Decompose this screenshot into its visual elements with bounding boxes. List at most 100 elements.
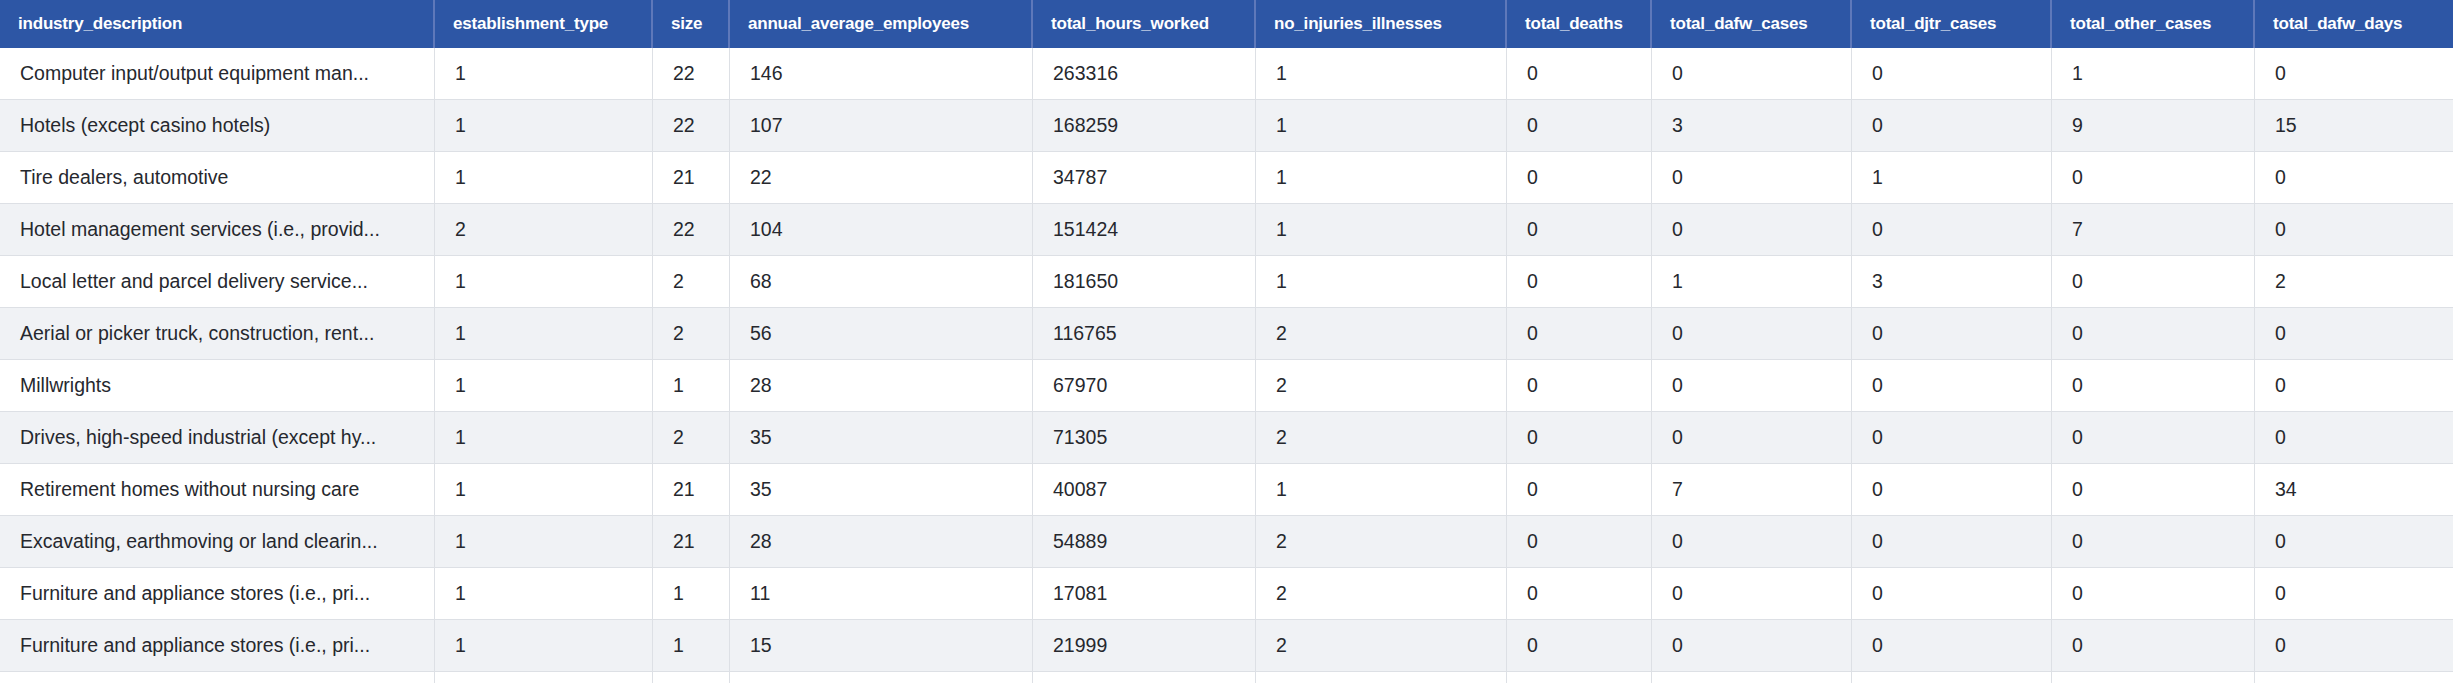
cell-total_deaths: 0 — [1507, 568, 1652, 620]
cell-total_hours_worked: 17081 — [1033, 568, 1256, 620]
column-header-total_deaths[interactable]: total_deaths — [1507, 0, 1652, 48]
cell-total_deaths: 0 — [1507, 152, 1652, 204]
cell-total_djtr_cases: 0 — [1852, 100, 2052, 152]
cell-total_dafw_cases: 0 — [1652, 620, 1852, 672]
cell-industry_description: Millwrights — [0, 360, 435, 412]
cell-total_dafw_cases: 0 — [1652, 568, 1852, 620]
cell-total_other_cases: 1 — [2052, 48, 2255, 100]
cell-total_dafw_cases: 7 — [1652, 464, 1852, 516]
header-row: industry_descriptionestablishment_typesi… — [0, 0, 2453, 48]
cell-industry_description: Furniture and appliance stores (i.e., pr… — [0, 568, 435, 620]
column-header-total_dafw_days[interactable]: total_dafw_days — [2255, 0, 2453, 48]
cell-empty — [730, 672, 1033, 683]
cell-industry_description: Drives, high-speed industrial (except hy… — [0, 412, 435, 464]
cell-total_deaths: 0 — [1507, 412, 1652, 464]
cell-establishment_type: 2 — [435, 204, 653, 256]
cell-no_injuries_illnesses: 2 — [1256, 516, 1507, 568]
cell-total_dafw_days: 0 — [2255, 308, 2453, 360]
cell-total_djtr_cases: 0 — [1852, 360, 2052, 412]
table-row: Local letter and parcel delivery service… — [0, 256, 2453, 308]
cell-empty — [0, 672, 435, 683]
cell-size: 2 — [653, 308, 730, 360]
cell-annual_average_employees: 11 — [730, 568, 1033, 620]
cell-annual_average_employees: 35 — [730, 412, 1033, 464]
cell-industry_description: Aerial or picker truck, construction, re… — [0, 308, 435, 360]
cell-total_hours_worked: 151424 — [1033, 204, 1256, 256]
cell-total_other_cases: 7 — [2052, 204, 2255, 256]
cell-total_djtr_cases: 0 — [1852, 516, 2052, 568]
cell-no_injuries_illnesses: 2 — [1256, 360, 1507, 412]
cell-size: 21 — [653, 516, 730, 568]
cell-no_injuries_illnesses: 1 — [1256, 48, 1507, 100]
cell-total_dafw_cases: 0 — [1652, 152, 1852, 204]
cell-annual_average_employees: 104 — [730, 204, 1033, 256]
cell-industry_description: Tire dealers, automotive — [0, 152, 435, 204]
column-header-size[interactable]: size — [653, 0, 730, 48]
cell-total_hours_worked: 168259 — [1033, 100, 1256, 152]
cell-total_hours_worked: 71305 — [1033, 412, 1256, 464]
column-header-industry_description[interactable]: industry_description — [0, 0, 435, 48]
cell-total_deaths: 0 — [1507, 204, 1652, 256]
cell-total_dafw_days: 0 — [2255, 412, 2453, 464]
column-header-total_dafw_cases[interactable]: total_dafw_cases — [1652, 0, 1852, 48]
table-row: Retirement homes without nursing care121… — [0, 464, 2453, 516]
table-row: Aerial or picker truck, construction, re… — [0, 308, 2453, 360]
injury-data-table: industry_descriptionestablishment_typesi… — [0, 0, 2453, 683]
cell-size: 1 — [653, 568, 730, 620]
cell-empty — [653, 672, 730, 683]
cell-total_hours_worked: 34787 — [1033, 152, 1256, 204]
cell-annual_average_employees: 35 — [730, 464, 1033, 516]
column-header-total_hours_worked[interactable]: total_hours_worked — [1033, 0, 1256, 48]
table-row: Excavating, earthmoving or land clearin.… — [0, 516, 2453, 568]
cell-total_djtr_cases: 0 — [1852, 308, 2052, 360]
cell-industry_description: Computer input/output equipment man... — [0, 48, 435, 100]
cell-empty — [1033, 672, 1256, 683]
column-header-annual_average_employees[interactable]: annual_average_employees — [730, 0, 1033, 48]
cell-total_other_cases: 0 — [2052, 516, 2255, 568]
column-header-no_injuries_illnesses[interactable]: no_injuries_illnesses — [1256, 0, 1507, 48]
cell-total_djtr_cases: 0 — [1852, 568, 2052, 620]
cell-total_hours_worked: 67970 — [1033, 360, 1256, 412]
cell-establishment_type: 1 — [435, 360, 653, 412]
cell-total_dafw_days: 0 — [2255, 360, 2453, 412]
cell-total_other_cases: 0 — [2052, 464, 2255, 516]
column-header-establishment_type[interactable]: establishment_type — [435, 0, 653, 48]
data-table-viewport[interactable]: industry_descriptionestablishment_typesi… — [0, 0, 2453, 683]
cell-no_injuries_illnesses: 1 — [1256, 256, 1507, 308]
cell-establishment_type: 1 — [435, 620, 653, 672]
column-header-total_other_cases[interactable]: total_other_cases — [2052, 0, 2255, 48]
cell-empty — [1652, 672, 1852, 683]
cell-total_dafw_days: 2 — [2255, 256, 2453, 308]
cell-size: 22 — [653, 100, 730, 152]
cell-total_deaths: 0 — [1507, 516, 1652, 568]
cell-establishment_type: 1 — [435, 48, 653, 100]
cell-establishment_type: 1 — [435, 308, 653, 360]
table-row: Drives, high-speed industrial (except hy… — [0, 412, 2453, 464]
cell-industry_description: Excavating, earthmoving or land clearin.… — [0, 516, 435, 568]
cell-total_djtr_cases: 0 — [1852, 412, 2052, 464]
cell-annual_average_employees: 28 — [730, 516, 1033, 568]
table-row: Millwrights112867970200000 — [0, 360, 2453, 412]
table-row: Tire dealers, automotive1212234787100100 — [0, 152, 2453, 204]
cell-total_deaths: 0 — [1507, 360, 1652, 412]
column-header-total_djtr_cases[interactable]: total_djtr_cases — [1852, 0, 2052, 48]
cell-total_hours_worked: 54889 — [1033, 516, 1256, 568]
table-row: Hotels (except casino hotels)12210716825… — [0, 100, 2453, 152]
cell-empty — [2255, 672, 2453, 683]
cell-total_dafw_days: 15 — [2255, 100, 2453, 152]
cell-no_injuries_illnesses: 1 — [1256, 100, 1507, 152]
cell-establishment_type: 1 — [435, 256, 653, 308]
cell-total_dafw_cases: 0 — [1652, 204, 1852, 256]
cell-industry_description: Retirement homes without nursing care — [0, 464, 435, 516]
cell-total_djtr_cases: 3 — [1852, 256, 2052, 308]
cell-total_dafw_cases: 0 — [1652, 48, 1852, 100]
cell-no_injuries_illnesses: 2 — [1256, 308, 1507, 360]
table-row: Computer input/output equipment man...12… — [0, 48, 2453, 100]
cell-total_deaths: 0 — [1507, 256, 1652, 308]
cell-total_hours_worked: 21999 — [1033, 620, 1256, 672]
cell-total_djtr_cases: 0 — [1852, 48, 2052, 100]
cell-total_dafw_days: 0 — [2255, 152, 2453, 204]
cell-total_deaths: 0 — [1507, 620, 1652, 672]
cell-total_other_cases: 0 — [2052, 152, 2255, 204]
table-body: Computer input/output equipment man...12… — [0, 48, 2453, 683]
